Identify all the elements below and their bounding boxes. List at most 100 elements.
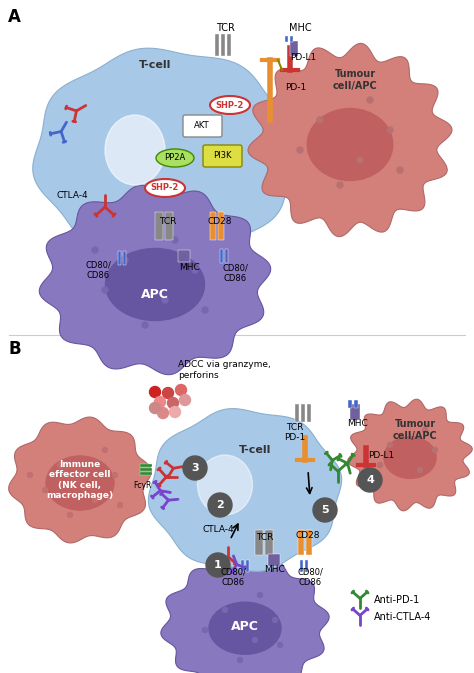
Text: B: B [8, 340, 21, 358]
Bar [227, 34, 231, 56]
Bar [348, 400, 352, 408]
Text: CD28: CD28 [208, 217, 232, 227]
Text: FcγR: FcγR [133, 481, 151, 489]
Text: 2: 2 [216, 500, 224, 510]
Text: ADCC via granzyme,
perforins: ADCC via granzyme, perforins [178, 360, 271, 380]
Bar [290, 41, 298, 56]
Text: APC: APC [141, 289, 169, 302]
Text: 4: 4 [366, 475, 374, 485]
Circle shape [253, 637, 257, 643]
Text: T-cell: T-cell [139, 60, 171, 70]
Text: Tumour
cell/APC: Tumour cell/APC [333, 69, 377, 91]
Bar [218, 212, 224, 240]
Bar [301, 404, 305, 422]
Bar [265, 530, 273, 555]
Text: T-cell: T-cell [239, 445, 271, 455]
Bar [178, 250, 190, 262]
Bar [300, 560, 303, 572]
Text: 5: 5 [321, 505, 329, 515]
Circle shape [222, 608, 228, 612]
Circle shape [92, 247, 98, 253]
Circle shape [67, 513, 73, 518]
Polygon shape [161, 557, 329, 673]
Ellipse shape [46, 456, 114, 510]
Bar [140, 468, 152, 471]
Circle shape [387, 127, 393, 133]
Circle shape [157, 407, 168, 419]
Circle shape [202, 307, 208, 313]
Bar [140, 472, 152, 475]
Bar [268, 554, 280, 566]
Circle shape [122, 257, 128, 263]
Bar [285, 36, 288, 42]
Circle shape [175, 384, 186, 396]
Text: CD80/
CD86: CD80/ CD86 [85, 260, 111, 280]
Bar [290, 36, 293, 42]
Text: MHC: MHC [347, 419, 368, 427]
Circle shape [170, 406, 181, 417]
Circle shape [112, 472, 118, 478]
Text: 3: 3 [191, 463, 199, 473]
Ellipse shape [209, 602, 281, 654]
Text: TCR: TCR [256, 534, 273, 542]
Text: PP2A: PP2A [164, 153, 186, 162]
Polygon shape [348, 399, 472, 511]
Bar [215, 34, 219, 56]
Bar [354, 400, 358, 408]
Circle shape [183, 456, 207, 480]
Ellipse shape [307, 108, 393, 180]
Ellipse shape [210, 96, 250, 114]
Bar [221, 34, 225, 56]
Circle shape [92, 497, 98, 503]
Circle shape [180, 394, 191, 406]
Text: PI3K: PI3K [213, 151, 231, 160]
Polygon shape [248, 43, 452, 237]
Text: SHP-2: SHP-2 [216, 100, 244, 110]
Circle shape [208, 493, 232, 517]
Text: Tumour
cell/APC: Tumour cell/APC [392, 419, 438, 441]
Bar [255, 530, 263, 555]
Text: PD-1: PD-1 [284, 433, 306, 443]
Circle shape [273, 618, 277, 623]
Text: CD80/
CD86: CD80/ CD86 [220, 567, 246, 587]
Circle shape [337, 182, 343, 188]
Bar [305, 560, 308, 572]
Text: CTLA-4: CTLA-4 [202, 526, 234, 534]
Circle shape [422, 427, 428, 433]
Bar [118, 251, 121, 265]
Text: TCR: TCR [286, 423, 304, 433]
Text: PD-L1: PD-L1 [368, 450, 394, 460]
Polygon shape [9, 417, 151, 543]
Circle shape [27, 472, 33, 478]
Circle shape [192, 267, 198, 273]
Ellipse shape [145, 179, 185, 197]
Bar [155, 212, 163, 240]
Circle shape [142, 322, 148, 328]
Text: CD80/
CD86: CD80/ CD86 [222, 263, 248, 283]
Text: TCR: TCR [216, 23, 235, 33]
Text: A: A [8, 8, 21, 26]
Circle shape [118, 503, 122, 507]
Circle shape [357, 157, 363, 163]
Circle shape [432, 448, 438, 452]
Bar [246, 560, 249, 572]
Circle shape [317, 117, 323, 123]
Text: PD-1: PD-1 [285, 83, 306, 92]
Ellipse shape [198, 455, 253, 515]
Circle shape [237, 658, 243, 662]
Circle shape [257, 592, 263, 598]
Circle shape [388, 443, 392, 448]
Circle shape [206, 553, 230, 577]
Bar [220, 249, 223, 263]
Bar [165, 212, 173, 240]
Circle shape [313, 498, 337, 522]
Circle shape [418, 468, 422, 472]
Text: MHC: MHC [180, 264, 201, 273]
Bar [350, 404, 360, 420]
Bar [210, 212, 216, 240]
Circle shape [202, 627, 208, 633]
Text: 1: 1 [214, 560, 222, 570]
Circle shape [57, 462, 63, 468]
Text: MHC: MHC [289, 23, 311, 33]
Text: CD28: CD28 [296, 530, 320, 540]
